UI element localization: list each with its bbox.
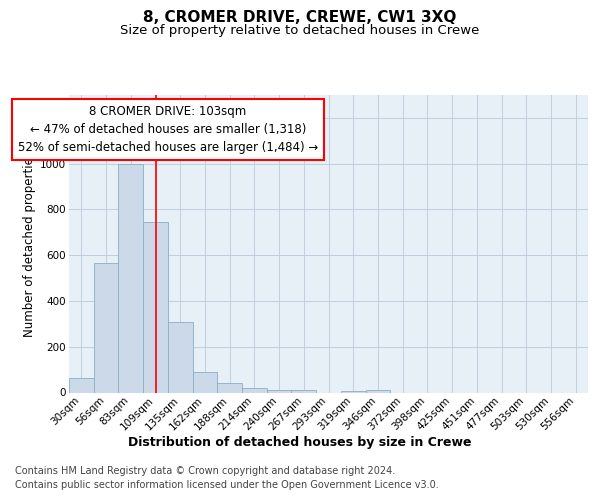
- Bar: [193, 372, 217, 392]
- Y-axis label: Number of detached properties: Number of detached properties: [23, 151, 36, 337]
- Bar: [292, 390, 316, 392]
- Bar: [242, 388, 267, 392]
- Text: Contains HM Land Registry data © Crown copyright and database right 2024.: Contains HM Land Registry data © Crown c…: [15, 466, 395, 476]
- Bar: [168, 322, 193, 392]
- Bar: [118, 164, 143, 392]
- Text: Size of property relative to detached houses in Crewe: Size of property relative to detached ho…: [121, 24, 479, 37]
- Bar: [365, 390, 390, 392]
- Bar: [217, 384, 242, 392]
- Bar: [143, 222, 168, 392]
- Text: 8 CROMER DRIVE: 103sqm
← 47% of detached houses are smaller (1,318)
52% of semi-: 8 CROMER DRIVE: 103sqm ← 47% of detached…: [18, 106, 318, 154]
- Text: 8, CROMER DRIVE, CREWE, CW1 3XQ: 8, CROMER DRIVE, CREWE, CW1 3XQ: [143, 10, 457, 25]
- Text: Contains public sector information licensed under the Open Government Licence v3: Contains public sector information licen…: [15, 480, 439, 490]
- Bar: [94, 263, 118, 392]
- Text: Distribution of detached houses by size in Crewe: Distribution of detached houses by size …: [128, 436, 472, 449]
- Bar: [267, 390, 292, 392]
- Bar: [69, 378, 94, 392]
